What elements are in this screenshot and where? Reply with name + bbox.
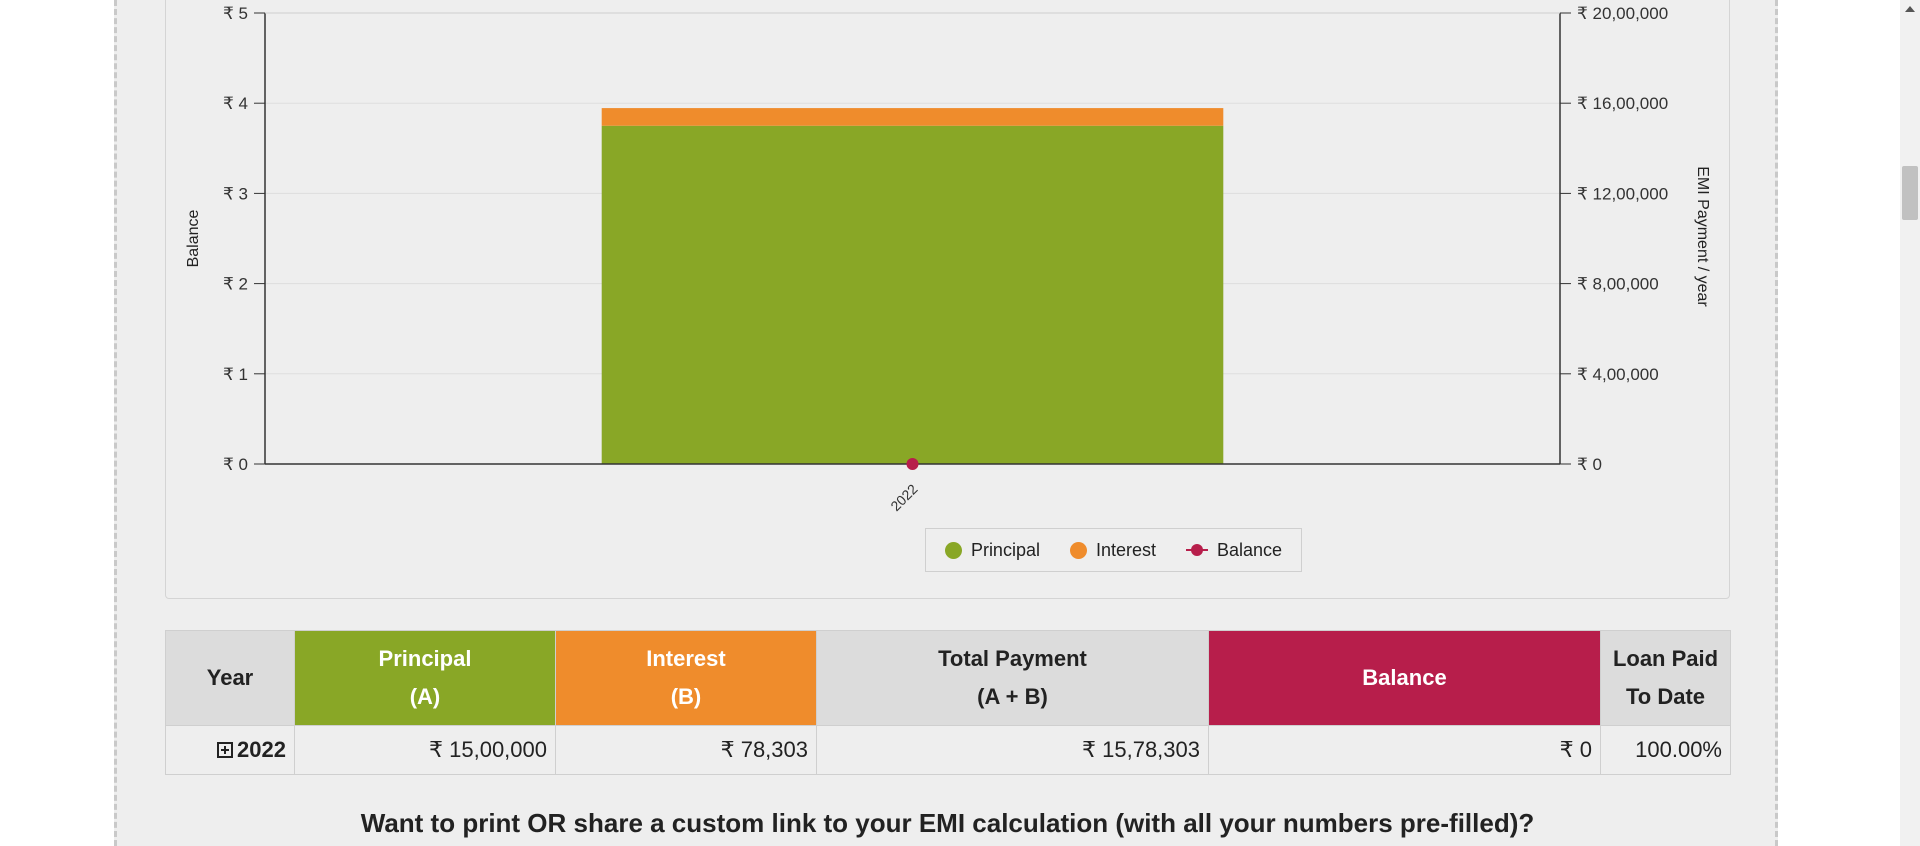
balance-cell: ₹ 0 [1208,725,1601,775]
right-tick-label: ₹ 12,00,000 [1577,184,1668,203]
left-tick-label: ₹ 4 [223,94,248,113]
interest-cell: ₹ 78,303 [555,725,817,775]
share-prompt-heading: Want to print OR share a custom link to … [360,808,1535,838]
right-tick-label: ₹ 0 [1577,455,1602,474]
scrollbar-thumb[interactable] [1902,166,1918,220]
year-cell[interactable]: 2022 [165,725,295,775]
legend-label-interest: Interest [1095,539,1156,560]
vertical-scrollbar[interactable] [1900,0,1920,846]
table-header-row: Year Principal (A) Interest (B) Total Paym… [165,630,1731,726]
left-tick-label: ₹ 3 [223,184,248,203]
right-tick-label: ₹ 8,00,000 [1577,275,1659,294]
header-total-payment: Total Payment (A + B) [816,630,1209,726]
legend-item-interest[interactable]: Interest [1069,539,1156,561]
legend-item-balance[interactable]: Balance [1186,540,1282,561]
x-tick-label: 2022 [887,481,920,514]
amortization-table: Year Principal (A) Interest (B) Total Paym… [165,630,1731,775]
left-tick-label: ₹ 2 [223,275,248,294]
header-loan-paid: Loan Paid To Date [1600,630,1731,726]
left-tick-label: ₹ 0 [223,455,248,474]
principal-legend-icon [944,541,962,559]
header-principal: Principal (A) [294,630,556,726]
emi-chart-panel: ₹ 0 ₹ 0 ₹ 1 ₹ 4,00,000 ₹ 2 ₹ 8,00,000 ₹ 3 ₹ 12,… [165,0,1730,599]
right-axis-title: EMI Payment / year [1694,166,1711,307]
bar-principal-2022 [601,125,1224,464]
emi-chart: ₹ 0 ₹ 0 ₹ 1 ₹ 4,00,000 ₹ 2 ₹ 8,00,000 ₹ 3 ₹ 12,… [185,4,1711,514]
table-row: 2022 ₹ 15,00,000 ₹ 78,303 ₹ 15,78,303 ₹ … [165,725,1731,775]
bar-interest-2022 [601,108,1224,126]
scroll-up-arrow-icon[interactable] [1905,6,1915,12]
loan-paid-cell: 100.00% [1600,725,1731,775]
principal-cell: ₹ 15,00,000 [294,725,556,775]
header-interest: Interest (B) [555,630,817,726]
left-axis-title: Balance [185,209,202,267]
balance-legend-icon [1186,544,1208,556]
left-tick-label: ₹ 5 [223,4,248,23]
right-tick-label: ₹ 20,00,000 [1577,4,1668,23]
total-payment-cell: ₹ 15,78,303 [816,725,1209,775]
header-balance: Balance [1208,630,1601,726]
legend-label-balance: Balance [1217,539,1283,560]
header-year: Year [165,630,295,726]
legend-label-principal: Principal [970,539,1040,560]
left-tick-label: ₹ 1 [223,365,248,384]
right-tick-label: ₹ 4,00,000 [1577,365,1659,384]
balance-point-2022 [906,458,919,470]
chart-legend: Principal Interest Balance [925,528,1302,572]
expand-plus-icon[interactable] [217,742,234,758]
interest-legend-icon [1069,541,1087,559]
legend-item-principal[interactable]: Principal [944,539,1040,561]
right-tick-label: ₹ 16,00,000 [1577,94,1668,113]
